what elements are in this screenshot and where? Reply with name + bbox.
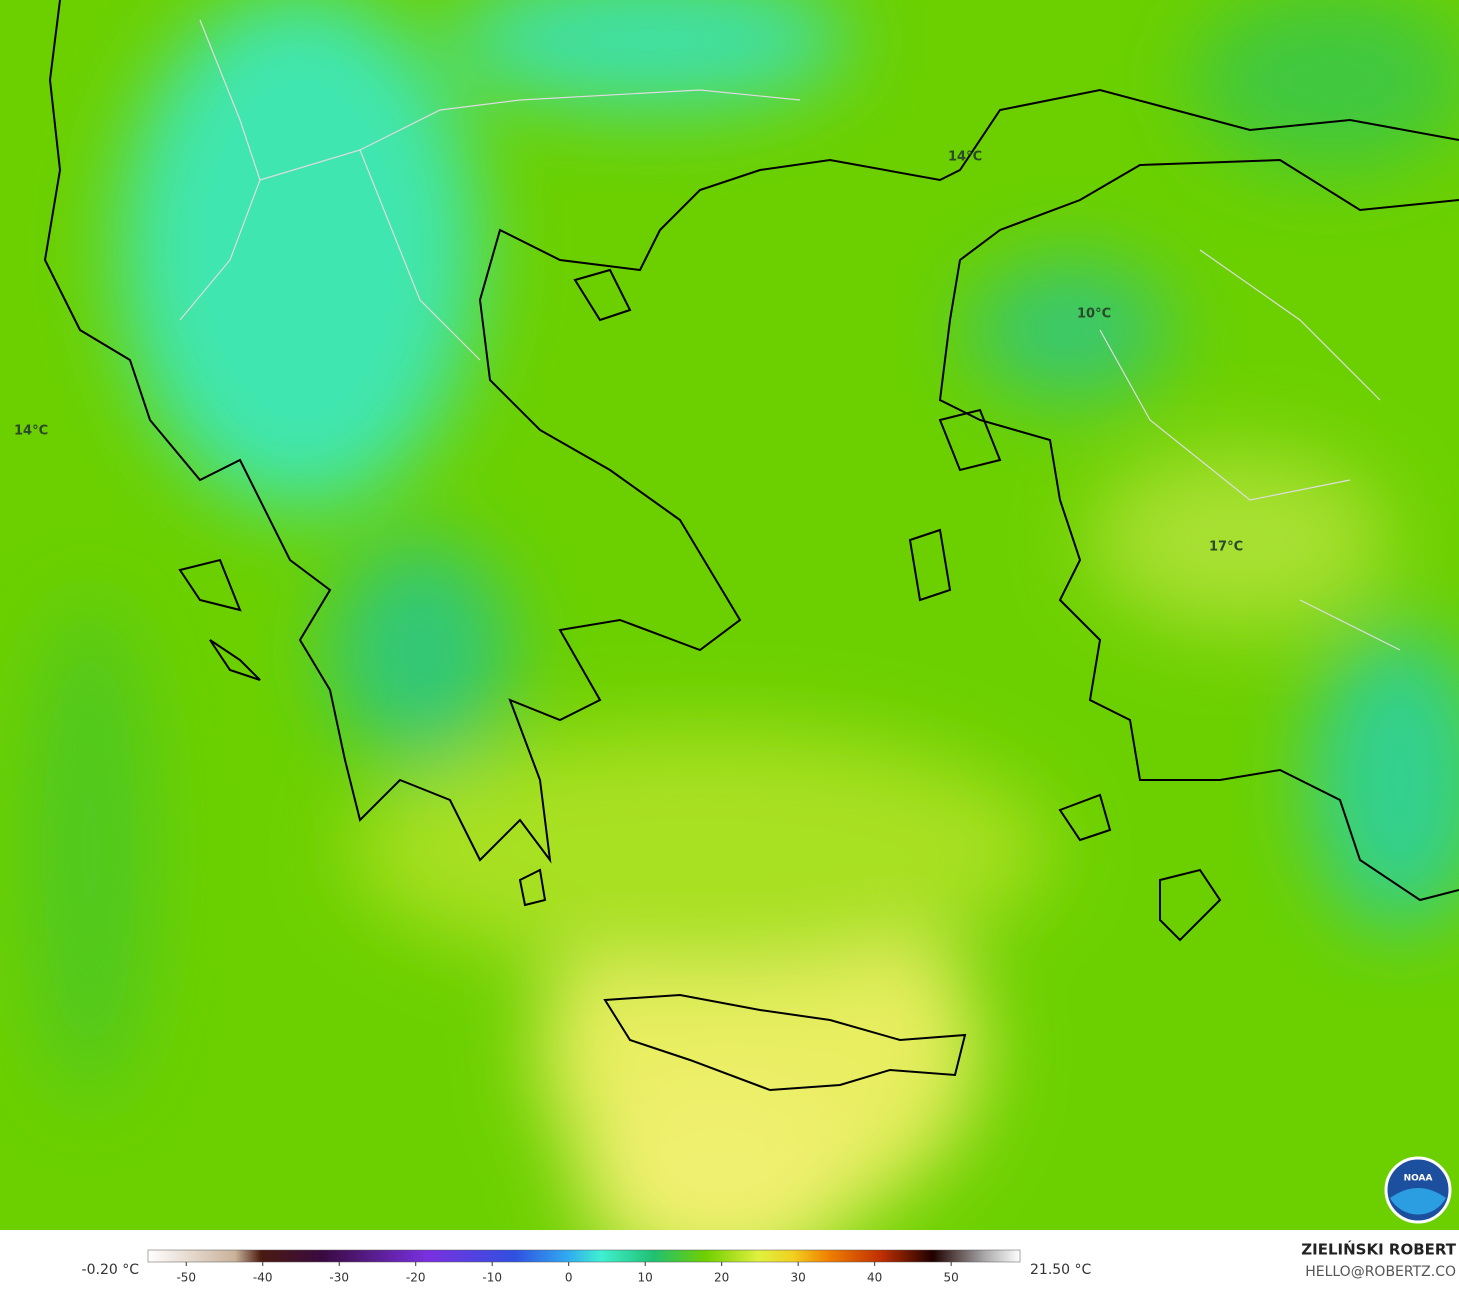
map-label: 17°C <box>1209 540 1243 555</box>
colorbar-min-label: -0.20 °C <box>82 1262 140 1278</box>
colorbar-max-label: 21.50 °C <box>1030 1262 1092 1278</box>
colorbar-tick-label: -40 <box>253 1271 273 1285</box>
credit-contact: HELLO@ROBERTZ.CO <box>1305 1264 1456 1280</box>
colorbar-tick-label: -20 <box>406 1271 426 1285</box>
colorbar-tick-label: 20 <box>714 1271 729 1285</box>
logo: NOAA <box>1384 1156 1452 1224</box>
credit-name: ZIELIŃSKI ROBERT <box>1301 1240 1456 1259</box>
colorbar-tick-label: 40 <box>867 1271 882 1285</box>
map-label: 14°C <box>14 424 48 439</box>
colorbar-tick-label: -10 <box>482 1271 502 1285</box>
logo-text: NOAA <box>1404 1174 1433 1184</box>
map-label: 14°C <box>948 150 982 165</box>
colorbar-tick-label: 10 <box>638 1271 653 1285</box>
colorbar-tick-label: 50 <box>944 1271 959 1285</box>
colorbar-tick-label: 0 <box>565 1271 573 1285</box>
colorbar <box>147 1249 1021 1263</box>
colorbar-tick-label: 30 <box>791 1271 806 1285</box>
colorbar-tick-label: -50 <box>176 1271 196 1285</box>
map-label: 10°C <box>1077 307 1111 322</box>
colorbar-tick-label: -30 <box>329 1271 349 1285</box>
